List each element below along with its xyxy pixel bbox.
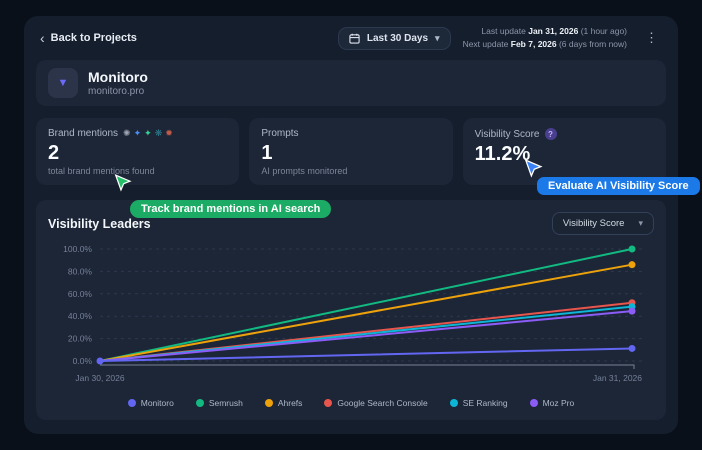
legend-label: Monitoro	[141, 398, 174, 408]
legend-item-monitoro[interactable]: Monitoro	[128, 398, 174, 408]
series-endpoint[interactable]	[629, 261, 636, 268]
kebab-menu-icon[interactable]: ⋮	[639, 28, 664, 48]
claude-icon: ✹	[165, 129, 173, 138]
legend-label: SE Ranking	[463, 398, 508, 408]
metric-dropdown[interactable]: Visibility Score ▾	[552, 212, 654, 235]
blue-cursor-icon	[524, 159, 543, 178]
legend-label: Google Search Console	[337, 398, 427, 408]
legend-dot	[265, 399, 273, 407]
date-range-label: Last 30 Days	[367, 33, 428, 44]
line-chart: 0.0% 20.0% 40.0% 60.0% 80.0% 100.0% Jan 30, 20…	[48, 239, 654, 396]
back-link-label: Back to Projects	[51, 32, 137, 44]
y-axis-tick-label: 80.0%	[68, 266, 93, 276]
y-axis-tick-label: 60.0%	[68, 289, 93, 299]
green-cursor-icon	[114, 174, 132, 192]
ai-platform-icons: ✺✦✦❋✹	[123, 129, 173, 138]
x-axis-label-start: Jan 30, 2026	[75, 373, 124, 383]
brand-mentions-value: 2	[48, 142, 227, 164]
perplexity-icon: ❋	[155, 129, 163, 138]
date-range-button[interactable]: Last 30 Days ▾	[338, 27, 451, 50]
update-info: Last update Jan 31, 2026 (1 hour ago) Ne…	[463, 25, 627, 51]
chevron-left-icon: ‹	[40, 31, 45, 45]
topbar: ‹ Back to Projects Last 30 Days ▾ Last u…	[24, 16, 678, 60]
legend-item-ahrefs[interactable]: Ahrefs	[265, 398, 303, 408]
legend-dot	[450, 399, 458, 407]
prompts-label: Prompts	[261, 128, 298, 139]
x-axis-line	[100, 365, 634, 369]
last-update-date: Jan 31, 2026	[528, 26, 578, 36]
legend-item-google-search-console[interactable]: Google Search Console	[324, 398, 427, 408]
chevron-down-icon: ▾	[435, 33, 440, 44]
legend-item-se-ranking[interactable]: SE Ranking	[450, 398, 508, 408]
chart-legend: Monitoro Semrush Ahrefs Google Search Conso…	[48, 398, 654, 408]
prompts-card: Prompts 1 AI prompts monitored	[249, 118, 452, 185]
series-endpoint[interactable]	[629, 246, 636, 253]
chart-title: Visibility Leaders	[48, 217, 151, 231]
ai-sparkle-icon: ✦	[144, 129, 152, 138]
series-startpoint[interactable]	[97, 358, 104, 365]
series-endpoint[interactable]	[629, 308, 636, 315]
legend-label: Moz Pro	[543, 398, 575, 408]
green-annotation-label: Track brand mentions in AI search	[130, 200, 331, 218]
openai-icon: ✺	[123, 129, 131, 138]
legend-item-moz-pro[interactable]: Moz Pro	[530, 398, 575, 408]
next-update-date: Feb 7, 2026	[511, 39, 557, 49]
series-line-monitoro[interactable]	[100, 348, 632, 361]
visibility-score-value: 11.2%	[475, 143, 654, 165]
calendar-icon	[349, 33, 360, 44]
prompts-value: 1	[261, 142, 440, 164]
series-line-semrush[interactable]	[100, 249, 632, 361]
help-icon[interactable]: ?	[545, 128, 557, 140]
legend-dot	[128, 399, 136, 407]
blue-annotation-label[interactable]: Evaluate AI Visibility Score	[537, 177, 700, 195]
y-axis-tick-label: 100.0%	[63, 244, 92, 254]
x-axis-label-end: Jan 31, 2026	[593, 373, 642, 383]
brand-mentions-label: Brand mentions	[48, 128, 118, 139]
metric-dropdown-value: Visibility Score	[563, 218, 625, 229]
legend-dot	[530, 399, 538, 407]
legend-dot	[324, 399, 332, 407]
project-domain: monitoro.pro	[88, 86, 148, 97]
series-line-moz-pro[interactable]	[100, 311, 632, 361]
project-logo-icon: ▼	[58, 77, 69, 89]
app-window: ‹ Back to Projects Last 30 Days ▾ Last u…	[24, 16, 678, 434]
project-name: Monitoro	[88, 69, 148, 86]
brand-mentions-card: Brand mentions ✺✦✦❋✹ 2 total brand menti…	[36, 118, 239, 185]
series-line-ahrefs[interactable]	[100, 265, 632, 361]
project-header-card: ▼ Monitoro monitoro.pro	[36, 60, 666, 106]
legend-label: Ahrefs	[278, 398, 303, 408]
prompts-desc: AI prompts monitored	[261, 166, 440, 176]
visibility-score-label: Visibility Score	[475, 129, 540, 140]
legend-item-semrush[interactable]: Semrush	[196, 398, 243, 408]
project-avatar: ▼	[48, 68, 78, 98]
legend-label: Semrush	[209, 398, 243, 408]
brand-mentions-desc: total brand mentions found	[48, 166, 227, 176]
y-axis-tick-label: 40.0%	[68, 311, 93, 321]
back-to-projects-link[interactable]: ‹ Back to Projects	[40, 31, 137, 45]
visibility-leaders-card: Visibility Leaders Visibility Score ▾ 0.…	[36, 200, 666, 420]
legend-dot	[196, 399, 204, 407]
visibility-score-card: Visibility Score ? 11.2%	[463, 118, 666, 185]
gemini-icon: ✦	[134, 129, 142, 138]
y-axis-tick-label: 20.0%	[68, 334, 93, 344]
y-axis-tick-label: 0.0%	[73, 356, 93, 366]
chevron-down-icon: ▾	[638, 218, 643, 229]
series-endpoint[interactable]	[629, 345, 636, 352]
